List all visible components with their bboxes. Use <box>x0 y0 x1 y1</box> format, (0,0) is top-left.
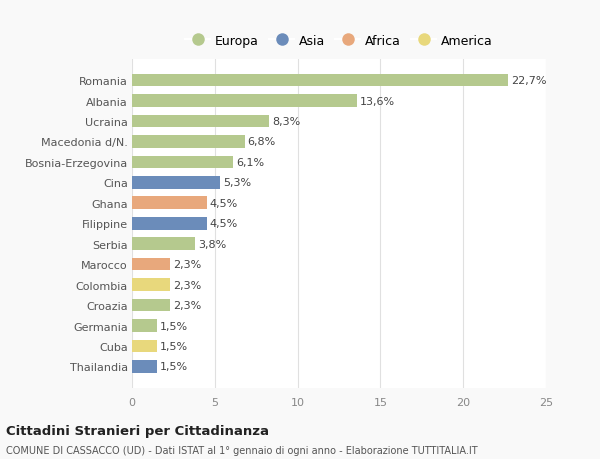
Text: 1,5%: 1,5% <box>160 341 188 351</box>
Bar <box>132 156 233 169</box>
Bar <box>132 218 206 230</box>
Text: 8,3%: 8,3% <box>272 117 301 127</box>
Bar <box>132 340 157 353</box>
Text: 4,5%: 4,5% <box>209 198 238 208</box>
Bar <box>132 95 357 108</box>
Bar <box>132 75 508 87</box>
Bar <box>132 299 170 312</box>
Bar <box>132 238 195 251</box>
Text: 1,5%: 1,5% <box>160 321 188 331</box>
Bar <box>132 197 206 210</box>
Text: 2,3%: 2,3% <box>173 300 202 310</box>
Text: 4,5%: 4,5% <box>209 219 238 229</box>
Text: 6,8%: 6,8% <box>248 137 276 147</box>
Text: 5,3%: 5,3% <box>223 178 251 188</box>
Bar <box>132 177 220 189</box>
Text: 22,7%: 22,7% <box>511 76 547 86</box>
Text: Cittadini Stranieri per Cittadinanza: Cittadini Stranieri per Cittadinanza <box>6 424 269 437</box>
Text: 2,3%: 2,3% <box>173 280 202 290</box>
Text: 3,8%: 3,8% <box>198 239 226 249</box>
Bar <box>132 319 157 332</box>
Bar <box>132 136 245 148</box>
Bar <box>132 115 269 128</box>
Bar <box>132 360 157 373</box>
Text: 13,6%: 13,6% <box>360 96 395 106</box>
Text: 6,1%: 6,1% <box>236 157 264 168</box>
Bar <box>132 279 170 291</box>
Text: COMUNE DI CASSACCO (UD) - Dati ISTAT al 1° gennaio di ogni anno - Elaborazione T: COMUNE DI CASSACCO (UD) - Dati ISTAT al … <box>6 446 478 455</box>
Legend: Europa, Asia, Africa, America: Europa, Asia, Africa, America <box>180 30 498 53</box>
Text: 2,3%: 2,3% <box>173 260 202 269</box>
Text: 1,5%: 1,5% <box>160 362 188 372</box>
Bar <box>132 258 170 271</box>
